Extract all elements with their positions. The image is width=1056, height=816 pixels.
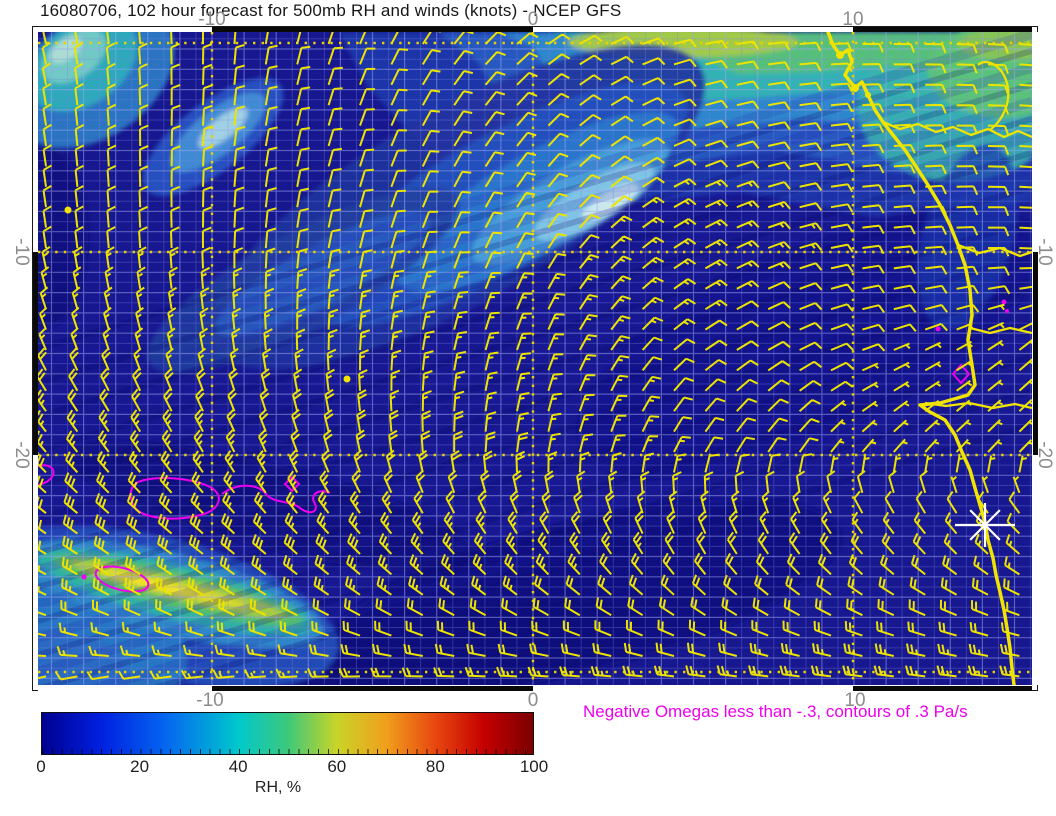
map-canvas — [38, 32, 1032, 685]
omega-contour — [81, 574, 87, 580]
omega-contour — [951, 363, 971, 385]
colorbar-tick: 100 — [519, 757, 549, 776]
colorbar-tick: 20 — [130, 757, 150, 776]
chart-title: 16080706, 102 hour forecast for 500mb RH… — [40, 1, 622, 20]
river — [882, 120, 1032, 139]
rh-shade — [216, 211, 430, 337]
frame-segment — [38, 686, 212, 691]
wind-barbs — [38, 32, 1032, 681]
graticule-major — [38, 32, 1032, 685]
colorbar — [41, 712, 534, 755]
frame-segment — [533, 686, 853, 691]
colorbar-label: RH, % — [254, 779, 302, 796]
rh-shade — [112, 574, 194, 596]
left-axis-tick: -20 — [11, 441, 32, 469]
coast-detail — [836, 51, 844, 59]
top-axis-tick: 0 — [527, 9, 539, 30]
omega-contour — [283, 475, 301, 493]
frame-segment — [33, 32, 38, 252]
bottom-axis-tick: 0 — [527, 690, 539, 711]
frame-segment — [853, 27, 1032, 32]
island-dot — [343, 375, 351, 383]
frame-segment — [853, 686, 1032, 691]
omega-contour — [221, 484, 331, 514]
frame-segment — [1033, 32, 1038, 252]
frame-segment — [33, 252, 38, 455]
left-axis-tick: -10 — [11, 238, 32, 266]
omega-annotation: Negative Omegas less than -.3, contours … — [583, 702, 968, 721]
omega-contour — [935, 326, 941, 332]
river — [977, 60, 1010, 131]
frame-segment — [33, 455, 38, 685]
frame-segment — [1033, 252, 1038, 455]
island-dot — [64, 206, 72, 214]
star-marker — [955, 503, 1015, 547]
omega-contour — [1001, 299, 1007, 305]
frame-segment — [533, 27, 853, 32]
colorbar-tick: 80 — [425, 757, 445, 776]
coast-detail — [865, 92, 871, 98]
frame-segment — [212, 27, 533, 32]
rh-shade — [68, 441, 478, 573]
bottom-axis-tick: -10 — [196, 690, 224, 711]
coast-detail — [851, 84, 859, 92]
frame-segment — [212, 686, 533, 691]
graticule-minor — [38, 32, 1032, 685]
colorbar-minor-ticks — [42, 749, 533, 754]
frame-segment — [38, 27, 212, 32]
bottom-axis-tick: 10 — [844, 690, 866, 711]
colorbar-tick: 40 — [228, 757, 248, 776]
colorbar-tick: 60 — [327, 757, 347, 776]
river — [969, 326, 1032, 335]
river — [924, 401, 1032, 410]
top-axis-tick: -10 — [198, 9, 226, 30]
top-axis-tick: 10 — [842, 9, 864, 30]
colorbar-tick: 0 — [36, 757, 46, 776]
omega-contour — [1005, 309, 1009, 313]
frame-segment — [1033, 455, 1038, 685]
omega-contour — [38, 464, 55, 486]
omega-contour — [94, 565, 150, 593]
